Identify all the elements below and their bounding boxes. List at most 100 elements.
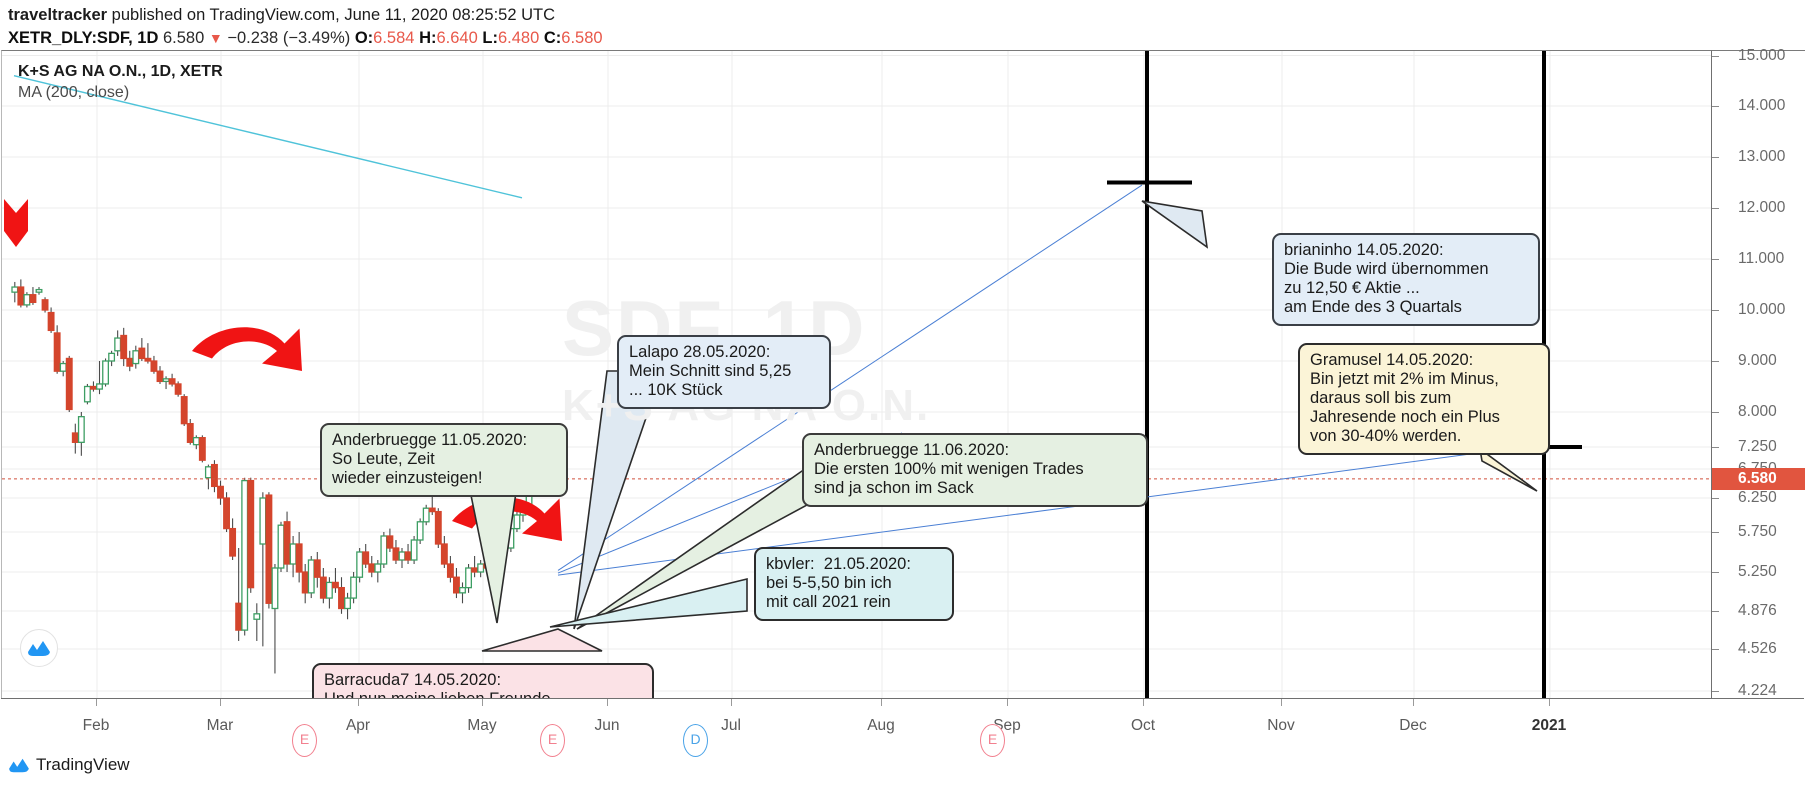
price-tick: 6.250 [1712,490,1805,506]
candlestick [265,492,273,609]
price-tick: 11.000 [1712,251,1805,267]
candlestick [422,504,430,526]
price-tick: 9.000 [1712,353,1805,369]
candlestick [307,556,315,599]
candle-body [102,360,109,385]
candle-body [428,507,436,513]
candlestick [217,480,224,505]
annotation-barracuda7[interactable]: Barracuda7 14.05.2020: Und nun meine lie… [312,663,654,699]
candlestick [35,287,43,295]
candlestick [77,412,85,456]
callout-leader [1478,447,1538,492]
candle-body [313,559,321,578]
annotation-brianinho[interactable]: brianinho 14.05.2020: Die Bude wird über… [1272,233,1540,326]
price-change: −0.238 (−3.49%) [227,29,351,47]
candle-body [265,494,273,604]
annotation-anderbruegge-11-06[interactable]: Anderbruegge 11.06.2020: Die ersten 100%… [802,433,1148,507]
candlestick [229,518,237,560]
earnings-marker[interactable]: E [292,724,317,757]
time-tick-label: Feb [82,717,110,734]
candlestick [271,564,279,674]
candlestick [513,511,521,532]
earnings-marker[interactable]: E [980,724,1005,757]
candlestick [168,373,176,387]
candlestick [90,381,97,392]
price-tick: 5.750 [1712,524,1805,540]
close-value: 6.580 [561,29,603,47]
candle-body [477,563,485,573]
tradingview-brand-label: TradingView [36,755,130,774]
time-tick-label: 2021 [1531,717,1567,734]
time-tick-mark [881,699,882,706]
time-tick-label: Dec [1399,717,1427,734]
price-tick: 14.000 [1712,98,1805,114]
candlestick [471,556,479,578]
tradingview-logo-icon [20,629,58,667]
candlestick [374,560,382,583]
candlestick [162,376,170,390]
candle-body [47,311,55,332]
time-tick-mark [358,699,359,706]
candle-body [392,547,400,561]
annotation-gramusel[interactable]: Gramusel 14.05.2020: Bin jetzt mit 2% im… [1298,343,1550,455]
open-label: O: [354,29,374,47]
candlestick [283,511,291,572]
candlestick [386,528,394,552]
candlestick [180,394,188,426]
candlestick [259,492,267,647]
candle-body [235,602,243,631]
earnings-marker[interactable]: E [540,724,565,757]
candle-body [301,571,309,594]
candle-body [271,567,279,610]
candlestick [416,518,424,544]
annotation-lalapo[interactable]: Lalapo 28.05.2020: Mein Schnitt sind 5,2… [617,335,831,409]
chart-container[interactable]: SDF, 1D K+S AG NA O.N. K+S AG NA O.N., 1… [0,47,1805,757]
time-tick-mark [1281,699,1282,706]
time-tick-mark [731,699,732,706]
candlestick [392,540,400,564]
candle-body [331,581,339,589]
time-tick-mark [1549,699,1550,706]
candlestick [108,350,116,367]
price-tick: 15.000 [1712,47,1805,64]
candlestick [344,592,351,620]
candlestick [465,564,472,593]
candle-body [410,539,418,561]
candle-body [29,294,37,303]
candle-body [319,576,327,599]
candlestick [247,477,255,593]
candle-body [416,521,424,541]
candlestick [186,419,194,445]
candle-body [446,563,454,578]
candlestick [446,556,454,583]
candle-body [247,479,255,589]
candle-body [35,288,43,293]
callout-leader [549,577,748,628]
candlestick [380,532,388,568]
candle-body [362,551,370,565]
candlestick [459,582,466,604]
time-tick-label: Nov [1267,717,1295,734]
dividend-marker[interactable]: D [683,724,708,757]
time-scale[interactable]: Feb Mar Apr May Jun Jul Aug Sep Oct Nov Dec 2021 [1,698,1804,743]
candle-body [144,357,152,362]
candlestick [356,548,364,583]
candlestick [29,287,37,305]
candle-body [223,497,230,530]
candlestick [452,568,460,599]
candle-body [344,597,351,610]
annotation-kbvler[interactable]: kbvler: 21.05.2020: bei 5-5,50 bin ich m… [754,547,954,621]
candle-body [229,527,237,557]
price-scale[interactable]: 15.000 14.000 13.000 12.000 11.000 10.000 9.00… [1711,47,1805,699]
price-tick: 5.250 [1712,564,1805,580]
candle-body [65,357,73,411]
candlestick [71,423,79,454]
time-tick-label: Jul [721,717,741,734]
annotation-anderbruegge-11-05[interactable]: Anderbruegge 11.05.2020: So Leute, Zeit … [320,423,568,497]
price-plot-area[interactable]: SDF, 1D K+S AG NA O.N. K+S AG NA O.N., 1… [1,50,1712,699]
symbol-label: XETR_DLY:SDF, 1D [8,29,159,47]
candle-body [17,286,25,306]
candle-body [307,559,315,594]
candlestick [126,350,134,372]
low-label: L: [482,29,498,47]
